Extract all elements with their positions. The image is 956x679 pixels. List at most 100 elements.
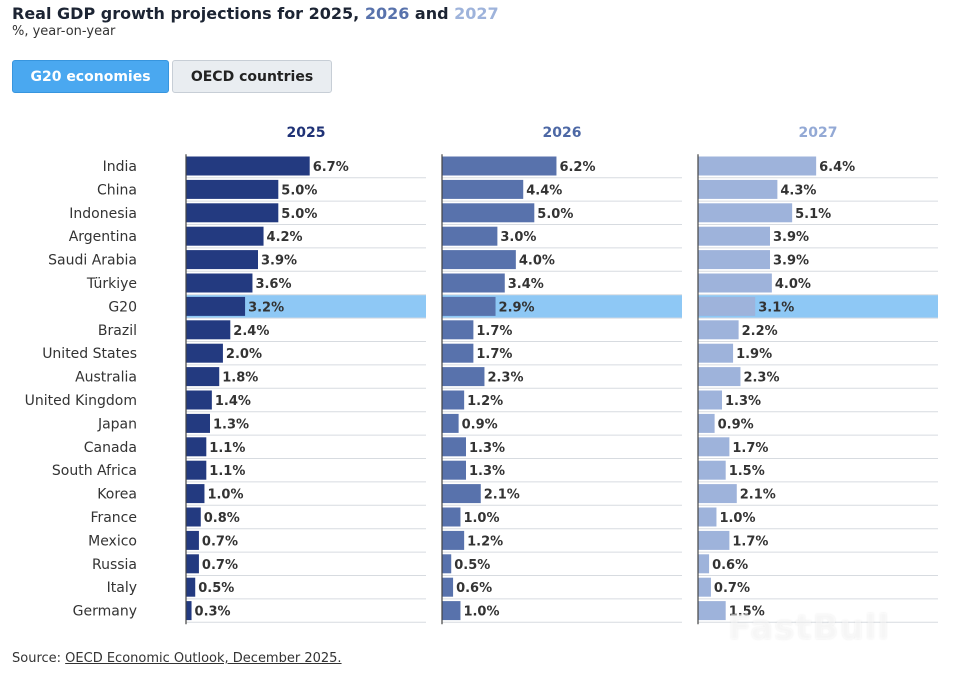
data-label-2025-argentina: 4.2% (267, 230, 303, 245)
bar-2026-g20 (442, 296, 496, 316)
source-prefix: Source: (12, 651, 66, 666)
data-label-2025-canada: 1.1% (209, 441, 245, 456)
bar-2026-russia (442, 554, 452, 574)
data-label-2027-china: 4.3% (780, 183, 816, 198)
data-label-2026-saudi-arabia: 4.0% (519, 254, 555, 269)
data-label-2027-south-africa: 1.5% (729, 464, 765, 479)
tab-g20-economies[interactable]: G20 economies (12, 60, 169, 93)
category-label-argentina: Argentina (69, 229, 137, 245)
bar-2027-australia (698, 367, 741, 387)
data-label-2025-italy: 0.5% (198, 581, 234, 596)
data-label-2025-indonesia: 5.0% (281, 207, 317, 222)
data-label-2025-russia: 0.7% (202, 558, 238, 573)
data-label-2026-russia: 0.5% (454, 558, 490, 573)
data-label-2025-brazil: 2.4% (233, 324, 269, 339)
bar-2027-korea (698, 484, 737, 504)
bar-2026-canada (442, 437, 466, 457)
data-label-2026-india: 6.2% (559, 160, 595, 175)
category-label-indonesia: Indonesia (69, 206, 137, 222)
data-label-2027-australia: 2.3% (743, 371, 779, 386)
category-label-turkiye: Türkiye (86, 276, 137, 292)
data-label-2026-g20: 2.9% (499, 300, 535, 315)
panel-header-2025: 2025 (287, 125, 326, 141)
bar-2026-japan (442, 413, 459, 433)
bar-2025-saudi-arabia (186, 250, 258, 270)
category-label-brazil: Brazil (98, 323, 137, 339)
title-and: and (409, 4, 455, 23)
data-label-2027-united-states: 1.9% (736, 347, 772, 362)
data-label-2026-france: 1.0% (463, 511, 499, 526)
panel-header-2026: 2026 (543, 125, 582, 141)
title-year-2025: 2025 (308, 4, 354, 23)
bar-2025-argentina (186, 226, 264, 246)
highlight-band-2026 (442, 294, 682, 318)
category-label-china: China (97, 182, 137, 198)
data-label-2025-india: 6.7% (313, 160, 349, 175)
data-label-2027-argentina: 3.9% (773, 230, 809, 245)
bar-2025-g20 (186, 296, 246, 316)
bar-2027-canada (698, 437, 730, 457)
bar-2026-argentina (442, 226, 498, 246)
category-label-germany: Germany (73, 604, 137, 620)
data-label-2025-g20: 3.2% (248, 300, 284, 315)
data-label-2026-united-states: 1.7% (476, 347, 512, 362)
data-label-2025-korea: 1.0% (207, 488, 243, 503)
bar-2027-indonesia (698, 203, 793, 223)
title-text: Real GDP growth projections for (12, 4, 309, 23)
bar-2025-turkiye (186, 273, 253, 293)
chart-subtitle: %, year-on-year (12, 24, 116, 39)
category-label-united-kingdom: United Kingdom (25, 393, 137, 409)
data-label-2025-turkiye: 3.6% (255, 277, 291, 292)
watermark-logo: FastBull (728, 608, 891, 648)
data-label-2025-china: 5.0% (281, 183, 317, 198)
data-label-2025-united-kingdom: 1.4% (215, 394, 251, 409)
bar-2027-south-africa (698, 460, 726, 480)
bar-2027-india (698, 156, 817, 176)
data-label-2025-south-africa: 1.1% (209, 464, 245, 479)
bar-2026-indonesia (442, 203, 535, 223)
data-label-2026-china: 4.4% (526, 183, 562, 198)
data-label-2027-united-kingdom: 1.3% (725, 394, 761, 409)
category-label-united-states: United States (42, 346, 137, 362)
data-label-2026-germany: 1.0% (463, 605, 499, 620)
data-label-2027-canada: 1.7% (732, 441, 768, 456)
data-label-2025-japan: 1.3% (213, 417, 249, 432)
bar-2026-china (442, 179, 524, 199)
bar-2025-mexico (186, 530, 199, 550)
bar-2026-australia (442, 367, 485, 387)
data-label-2026-australia: 2.3% (487, 371, 523, 386)
bar-2027-france (698, 507, 717, 527)
bar-2027-brazil (698, 320, 739, 340)
data-label-2026-mexico: 1.2% (467, 534, 503, 549)
data-label-2026-turkiye: 3.4% (508, 277, 544, 292)
bar-2025-japan (186, 413, 210, 433)
data-label-2025-france: 0.8% (204, 511, 240, 526)
category-label-saudi-arabia: Saudi Arabia (48, 253, 137, 269)
chart-title: Real GDP growth projections for 2025, 20… (12, 4, 499, 23)
bar-2027-italy (698, 577, 711, 597)
bar-2025-indonesia (186, 203, 279, 223)
category-label-canada: Canada (84, 440, 137, 456)
bar-2025-australia (186, 367, 220, 387)
data-label-2026-argentina: 3.0% (500, 230, 536, 245)
bar-2026-united-kingdom (442, 390, 465, 410)
bar-2026-korea (442, 484, 481, 504)
bar-2025-united-kingdom (186, 390, 212, 410)
bar-2027-mexico (698, 530, 730, 550)
data-label-2027-germany: 1.5% (729, 605, 765, 620)
bar-2027-china (698, 179, 778, 199)
source-note: Source: OECD Economic Outlook, December … (12, 651, 342, 666)
bar-2025-russia (186, 554, 199, 574)
bar-2026-brazil (442, 320, 474, 340)
bar-2027-united-kingdom (698, 390, 722, 410)
category-label-india: India (103, 159, 137, 175)
source-link[interactable]: OECD Economic Outlook, December 2025. (65, 651, 342, 666)
title-year-2026: 2026 (364, 4, 410, 23)
highlight-band-2025 (186, 294, 426, 318)
bar-2026-france (442, 507, 461, 527)
bar-2027-japan (698, 413, 715, 433)
bar-2027-united-states (698, 343, 734, 363)
category-label-australia: Australia (75, 370, 137, 386)
data-label-2027-italy: 0.7% (714, 581, 750, 596)
tab-oecd-countries[interactable]: OECD countries (172, 60, 332, 93)
